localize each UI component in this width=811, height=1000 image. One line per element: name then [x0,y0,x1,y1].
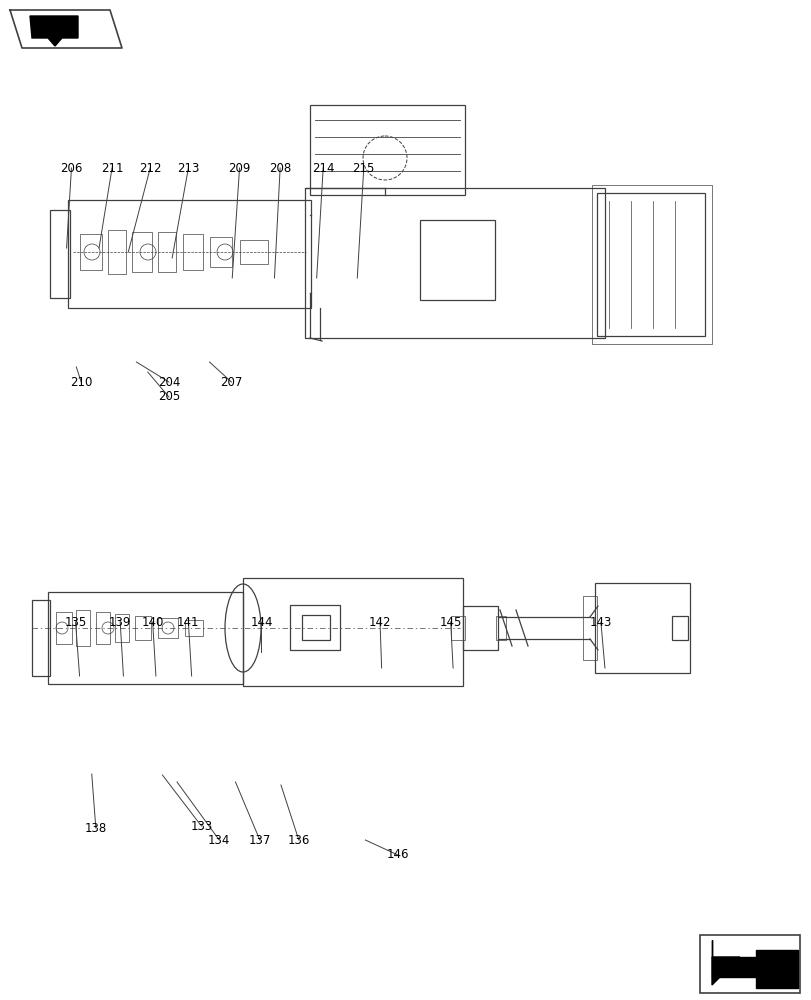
Bar [302,615,329,640]
Text: 209: 209 [228,161,251,174]
Bar [699,935,799,993]
Text: 210: 210 [70,375,92,388]
Bar [305,188,604,338]
Bar [32,600,50,676]
Bar [182,234,203,270]
Text: 206: 206 [60,161,83,174]
Bar [240,240,268,264]
Bar [419,220,495,300]
Polygon shape [30,16,78,46]
Text: 212: 212 [139,161,161,174]
Bar [115,614,129,642]
Text: 204: 204 [157,375,180,388]
Bar [462,606,497,650]
Bar [108,230,126,274]
Text: 140: 140 [141,615,164,629]
Text: 138: 138 [84,822,107,834]
Bar [50,210,70,298]
Bar [185,620,203,636]
Bar [56,612,72,644]
Text: 141: 141 [177,615,200,629]
Bar [672,616,687,640]
Text: 146: 146 [386,848,409,861]
Text: 136: 136 [287,834,310,846]
Bar [596,193,704,336]
Text: 215: 215 [352,161,375,174]
Text: 142: 142 [368,615,391,629]
Bar [135,616,151,640]
Bar [158,618,178,638]
Bar [132,232,152,272]
Text: 207: 207 [220,375,242,388]
Bar [48,592,242,684]
Text: 211: 211 [101,161,123,174]
Bar [158,232,176,272]
Text: 144: 144 [250,615,272,629]
Text: 214: 214 [311,161,334,174]
Text: 133: 133 [190,820,212,832]
Text: 134: 134 [208,834,230,846]
Text: 213: 213 [177,161,200,174]
Bar [582,596,596,660]
Bar [496,616,505,640]
Bar [450,616,465,640]
Text: 205: 205 [157,390,180,403]
Bar [76,610,90,646]
Text: 139: 139 [109,615,131,629]
Text: 145: 145 [439,615,461,629]
Polygon shape [711,957,739,985]
Bar [68,200,311,308]
Bar [242,578,462,686]
Text: 143: 143 [589,615,611,629]
Bar [594,583,689,673]
Text: 135: 135 [64,615,87,629]
Bar [591,185,711,344]
Bar [96,612,109,644]
Text: 137: 137 [248,834,271,846]
Bar [80,234,102,270]
Bar [290,605,340,650]
Polygon shape [711,940,797,988]
Text: 208: 208 [268,161,291,174]
Bar [210,237,232,267]
Bar [310,105,465,195]
